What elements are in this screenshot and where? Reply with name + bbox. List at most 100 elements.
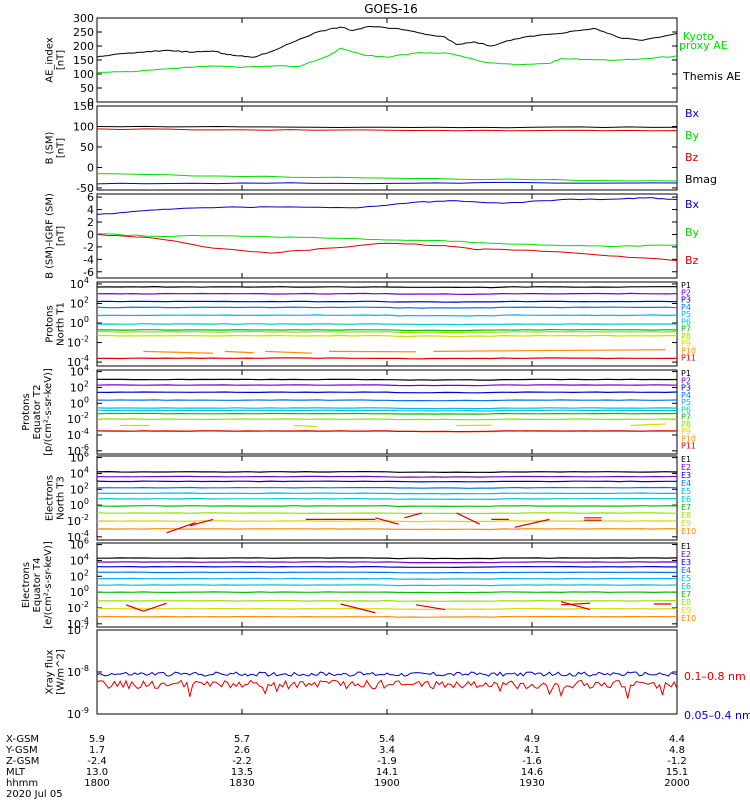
y-tick-label: 100: [70, 395, 89, 410]
legend-bx: Bx: [685, 198, 700, 211]
series-xray-short: [97, 671, 677, 677]
y-tick-exponent: -4: [81, 427, 89, 436]
plot-area: [97, 470, 677, 534]
channel-legend-p1: P1: [681, 369, 691, 378]
series-bz: [97, 128, 677, 132]
y-tick-label: 106: [70, 450, 89, 465]
channel-e4-line: [97, 571, 677, 574]
plot-area: [97, 671, 677, 699]
axis-row-label: Z-GSM: [6, 756, 39, 767]
channel-legend-e6: E6: [681, 495, 691, 504]
y-tick-exponent: 6: [84, 537, 89, 546]
figure-title: GOES-16: [364, 2, 418, 16]
channel-legend-e9: E9: [681, 606, 691, 615]
sparse-segment: [375, 517, 399, 525]
channel-p11-line: [97, 430, 677, 433]
channel-legend-p3: P3: [681, 296, 691, 305]
y-tick-label: 150: [73, 54, 94, 67]
y-tick-exponent: -8: [81, 664, 89, 673]
channel-legend-e4: E4: [681, 566, 691, 575]
channel-legend-p4: P4: [681, 391, 691, 400]
y-tick-label: -6: [83, 266, 94, 279]
axis-tick-value: 15.1: [666, 767, 688, 778]
channel-e8-line: [97, 512, 677, 515]
y-tick-exponent: -7: [81, 622, 89, 631]
axis-tick-value: 4.9: [524, 734, 540, 745]
channel-legend-p6: P6: [681, 405, 691, 414]
legend-themis-ae: Themis AE: [682, 70, 741, 83]
legend-bx: Bx: [685, 107, 700, 120]
y-tick-exponent: -2: [81, 411, 89, 420]
sparse-segment: [404, 512, 422, 519]
axis-row-label: Y-GSM: [5, 745, 38, 756]
axis-tick-value: 1930: [519, 778, 544, 789]
y-tick-exponent: 6: [84, 450, 89, 459]
y-tick-label: 0: [87, 96, 94, 109]
channel-legend-p7: P7: [681, 325, 691, 334]
channel-e10-line: [97, 528, 677, 531]
channel-e1-line: [97, 470, 677, 474]
channel-p5-line: [97, 314, 677, 317]
axis-tick-value: 13.0: [86, 767, 108, 778]
channel-legend-e3: E3: [681, 471, 691, 480]
y-tick-exponent: 2: [84, 481, 89, 490]
channel-e3-line: [97, 565, 677, 569]
channel-legend-e2: E2: [681, 463, 691, 472]
series-themis-ae: [97, 25, 677, 58]
legend-proxy-ae: proxy AE: [679, 39, 728, 52]
channel-legend-p7: P7: [681, 413, 691, 422]
y-tick-label: 10-2: [67, 335, 89, 350]
y-tick-label: -50: [76, 182, 94, 195]
channel-p10-segment: [265, 350, 312, 354]
series-bx: [97, 197, 677, 215]
y-tick-label: 100: [70, 584, 89, 599]
y-axis-label: Xray flux: [45, 650, 56, 695]
channel-e2-line: [97, 561, 677, 564]
sparse-segment: [514, 518, 550, 528]
channel-legend-p2: P2: [681, 376, 691, 385]
axis-tick-value: 5.4: [379, 734, 395, 745]
channel-e10-line: [97, 615, 677, 618]
channel-p10-segment: [433, 349, 666, 352]
axis-tick-value: 4.1: [524, 745, 540, 756]
y-tick-exponent: -4: [81, 529, 89, 538]
legend-by: By: [685, 129, 700, 142]
y-tick-exponent: 0: [84, 584, 89, 593]
y-tick-label: 104: [70, 552, 89, 567]
channel-p7-line: [97, 328, 677, 332]
y-tick-label: 106: [70, 537, 89, 552]
y-tick-label: 10-8: [67, 664, 89, 679]
legend-0-1-0-8-nm: 0.1–0.8 nm: [684, 670, 746, 683]
y-axis-label: [W/m^2]: [56, 649, 67, 695]
channel-p4-line: [97, 306, 677, 309]
channel-legend-p2: P2: [681, 288, 691, 297]
y-tick-exponent: -2: [81, 513, 89, 522]
axis-tick-value: 5.7: [234, 734, 250, 745]
axis-tick-value: -2.4: [87, 756, 107, 767]
channel-e6-line: [97, 584, 677, 587]
axis-tick-value: 5.9: [89, 734, 105, 745]
y-axis-label: Protons: [21, 393, 32, 430]
sparse-segment: [143, 602, 167, 612]
y-tick-label: 10-7: [67, 622, 89, 637]
channel-legend-e5: E5: [681, 574, 691, 583]
channel-legend-p8: P8: [681, 332, 691, 341]
series-by: [97, 233, 677, 248]
legend-bmag: Bmag: [685, 173, 717, 186]
sparse-segment: [415, 604, 446, 611]
y-tick-label: 102: [70, 295, 89, 310]
channel-p9-line: [97, 334, 677, 338]
series-by: [97, 173, 677, 182]
plot-area: [97, 125, 677, 185]
channel-legend-p3: P3: [681, 384, 691, 393]
y-tick-label: -2: [83, 241, 94, 254]
y-tick-label: 6: [87, 191, 94, 204]
y-axis-label: [nT]: [56, 226, 67, 246]
sparse-segment: [166, 522, 196, 534]
y-tick-label: 0: [87, 161, 94, 174]
channel-legend-e1: E1: [681, 542, 691, 551]
y-tick-label: 2: [87, 216, 94, 229]
